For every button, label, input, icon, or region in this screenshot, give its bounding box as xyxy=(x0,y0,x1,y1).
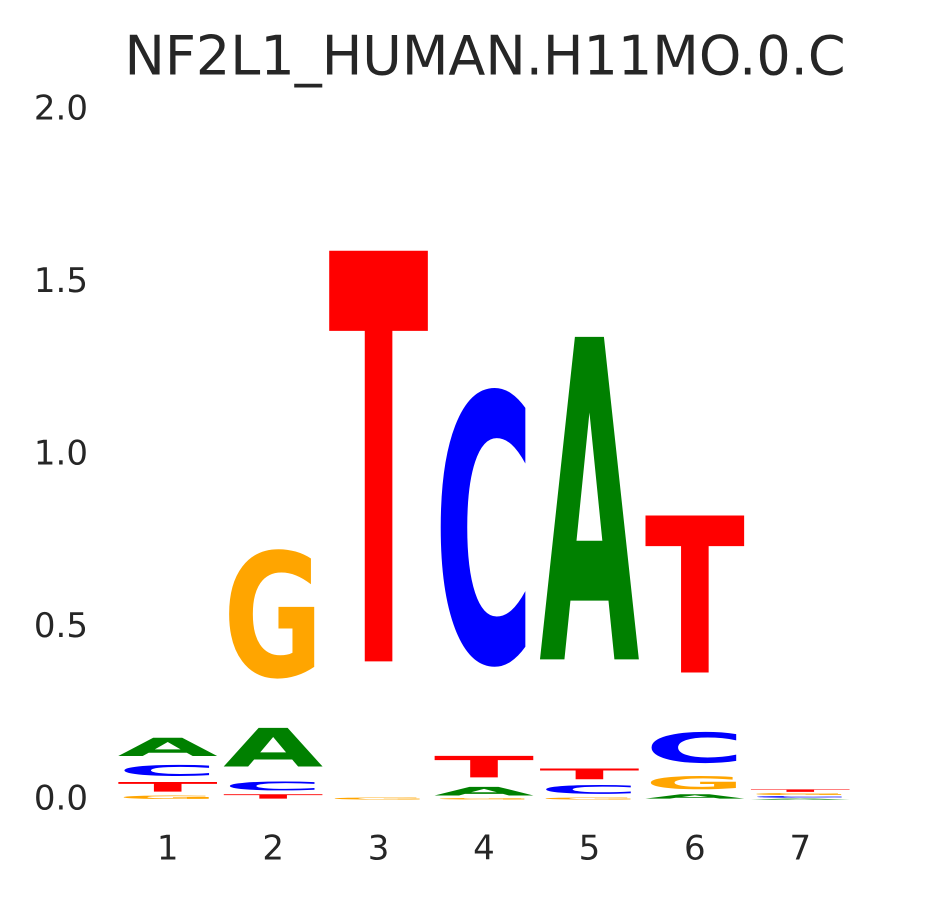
logo-letter: T xyxy=(645,474,745,724)
y-tick-label: 1.0 xyxy=(34,434,88,474)
logo-letter: C xyxy=(118,762,218,779)
logo-letter: T xyxy=(328,140,429,796)
x-tick-label: 4 xyxy=(473,829,495,869)
logo-letter: T xyxy=(539,766,639,783)
logo-letter: C xyxy=(750,796,850,799)
logo-letter: C xyxy=(645,724,745,772)
logo-letter: G xyxy=(434,798,534,800)
x-tick-label: 2 xyxy=(262,829,284,869)
logo-letter: T xyxy=(434,750,534,784)
logo-letter: G xyxy=(645,772,745,793)
x-tick-label: 5 xyxy=(579,829,601,869)
x-tick-label: 7 xyxy=(789,829,811,869)
y-tick-label: 0.5 xyxy=(34,606,88,646)
chart-title: NF2L1_HUMAN.H11MO.0.C xyxy=(124,25,845,88)
logo-letter: G xyxy=(223,518,323,717)
logo-letter: G xyxy=(118,795,218,800)
logo-letter: G xyxy=(328,797,428,800)
y-tick-label: 0.0 xyxy=(34,779,88,819)
logo-letter: A xyxy=(434,785,534,799)
logo-letter: T xyxy=(223,793,323,800)
logo-letter: A xyxy=(223,718,324,780)
logo-letter: C xyxy=(223,779,323,793)
logo-letter: A xyxy=(750,798,850,800)
logo-letter: C xyxy=(434,319,534,749)
logo-letter: A xyxy=(539,249,640,763)
logo-letter: A xyxy=(118,733,218,762)
logo-letter: T xyxy=(118,779,218,795)
logo-letter: G xyxy=(750,793,850,796)
y-tick-label: 1.5 xyxy=(34,261,88,301)
x-tick-label: 6 xyxy=(684,829,706,869)
logo-letter: G xyxy=(539,797,639,800)
x-tick-label: 3 xyxy=(368,829,390,869)
logo-letter: C xyxy=(539,783,639,797)
logo-letter: A xyxy=(645,793,745,800)
x-tick-label: 1 xyxy=(157,829,179,869)
logo-letter: T xyxy=(750,789,850,793)
y-tick-label: 2.0 xyxy=(34,89,88,129)
